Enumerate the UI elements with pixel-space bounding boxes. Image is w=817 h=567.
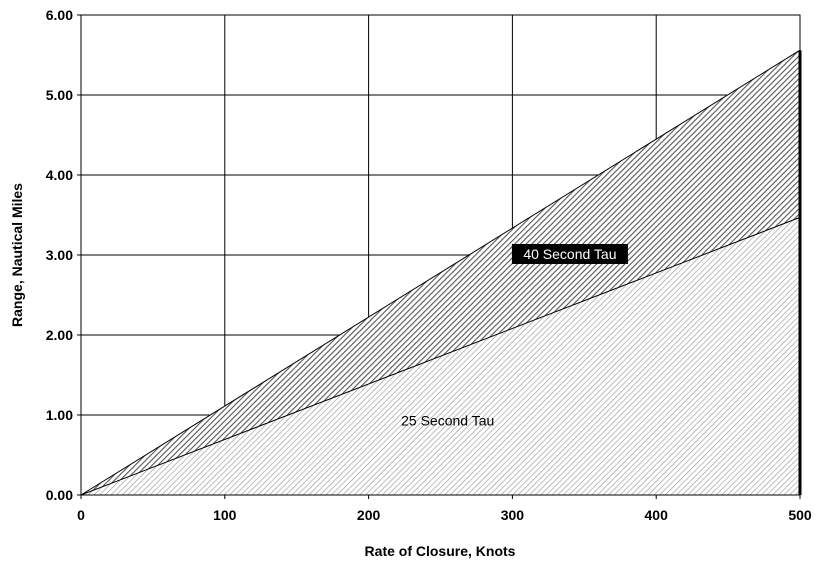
annotation-box	[511, 244, 628, 264]
x-tick-label: 0	[77, 507, 85, 523]
y-tick-label: 3.00	[46, 247, 73, 263]
y-tick-label: 5.00	[46, 87, 73, 103]
x-tick-label: 400	[645, 507, 669, 523]
x-tick-label: 500	[788, 507, 812, 523]
x-tick-label: 300	[501, 507, 525, 523]
y-axis-title: Range, Nautical Miles	[9, 183, 25, 327]
y-tick-label: 2.00	[46, 327, 73, 343]
area-25-second-tau	[80, 216, 801, 496]
annotation-label: 25 Second Tau	[401, 412, 494, 428]
y-tick-label: 6.00	[46, 7, 73, 23]
x-tick-label: 100	[213, 507, 237, 523]
y-tick-label: 1.00	[46, 407, 73, 423]
x-axis-ticks: 0 100 200 300 400 500	[77, 495, 812, 523]
x-tick-label: 200	[357, 507, 381, 523]
y-tick-label: 0.00	[46, 487, 73, 503]
y-tick-label: 4.00	[46, 167, 73, 183]
annotation-label: 40 Second Tau	[523, 246, 616, 262]
x-axis-title: Rate of Closure, Knots	[365, 543, 516, 559]
y-axis-ticks: 0.00 1.00 2.00 3.00 4.00 5.00 6.00	[46, 7, 81, 503]
area-labels: 40 Second Tau 25 Second Tau	[401, 244, 628, 428]
